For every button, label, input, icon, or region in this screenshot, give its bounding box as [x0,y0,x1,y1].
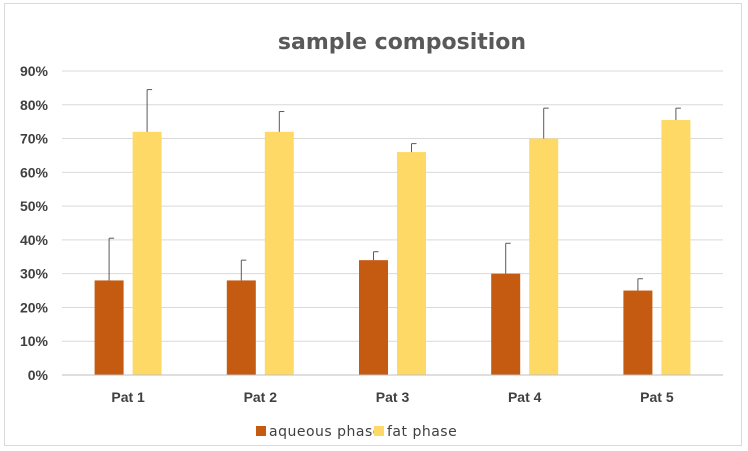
bar-fat-phase-4 [661,119,691,375]
legend-item: fat phase [374,424,457,440]
y-tick-label: 80% [20,97,49,113]
error-bar [373,251,379,261]
bar-fat-phase-0 [132,131,162,375]
y-tick-label: 50% [20,198,49,214]
bar-aqueous-phase-0 [94,280,124,375]
error-bar [411,143,417,153]
bar-aqueous-phase-1 [226,280,256,375]
legend-label: fat phase [387,424,457,440]
error-bar [543,107,549,139]
error-bar [146,89,153,132]
bar-aqueous-phase-2 [359,260,388,375]
chart-title: sample composition [278,30,526,55]
error-bar [240,259,247,281]
legend-item: aqueous phase [256,424,382,440]
y-tick-label: 90% [20,63,49,79]
y-tick-label: 0% [28,367,49,383]
y-tick-label: 10% [20,333,49,349]
bar-aqueous-phase-4 [623,290,653,375]
y-tick-label: 40% [20,232,49,248]
error-bar [108,237,115,281]
y-tick-label: 30% [20,266,49,282]
error-bar [278,111,285,132]
x-tick-label: Pat 3 [376,389,410,405]
x-axis-ticks: Pat 1 Pat 2 Pat 3 Pat 4 Pat 5 [111,389,673,405]
error-bar [675,107,681,120]
error-bars [108,89,681,291]
bars [94,119,691,375]
bar-fat-phase-1 [264,131,294,375]
legend-swatch [256,426,266,436]
x-tick-label: Pat 4 [508,389,542,405]
error-bar [505,242,511,274]
error-bar [637,278,643,291]
x-tick-label: Pat 5 [640,389,674,405]
y-axis-ticks: 0% 10% 20% 30% 40% 50% 60% 70% 80% 90% [20,63,49,383]
y-tick-label: 20% [20,299,49,315]
y-tick-label: 60% [20,164,49,180]
y-tick-label: 70% [20,131,49,147]
bar-aqueous-phase-3 [491,273,521,375]
bar-fat-phase-3 [529,138,559,375]
legend-label: aqueous phase [269,424,382,440]
legend-swatch [374,426,384,436]
x-tick-label: Pat 1 [111,389,145,405]
legend: aqueous phase fat phase [256,424,457,440]
x-tick-label: Pat 2 [244,389,278,405]
gridlines [62,70,723,342]
bar-fat-phase-2 [397,152,426,375]
